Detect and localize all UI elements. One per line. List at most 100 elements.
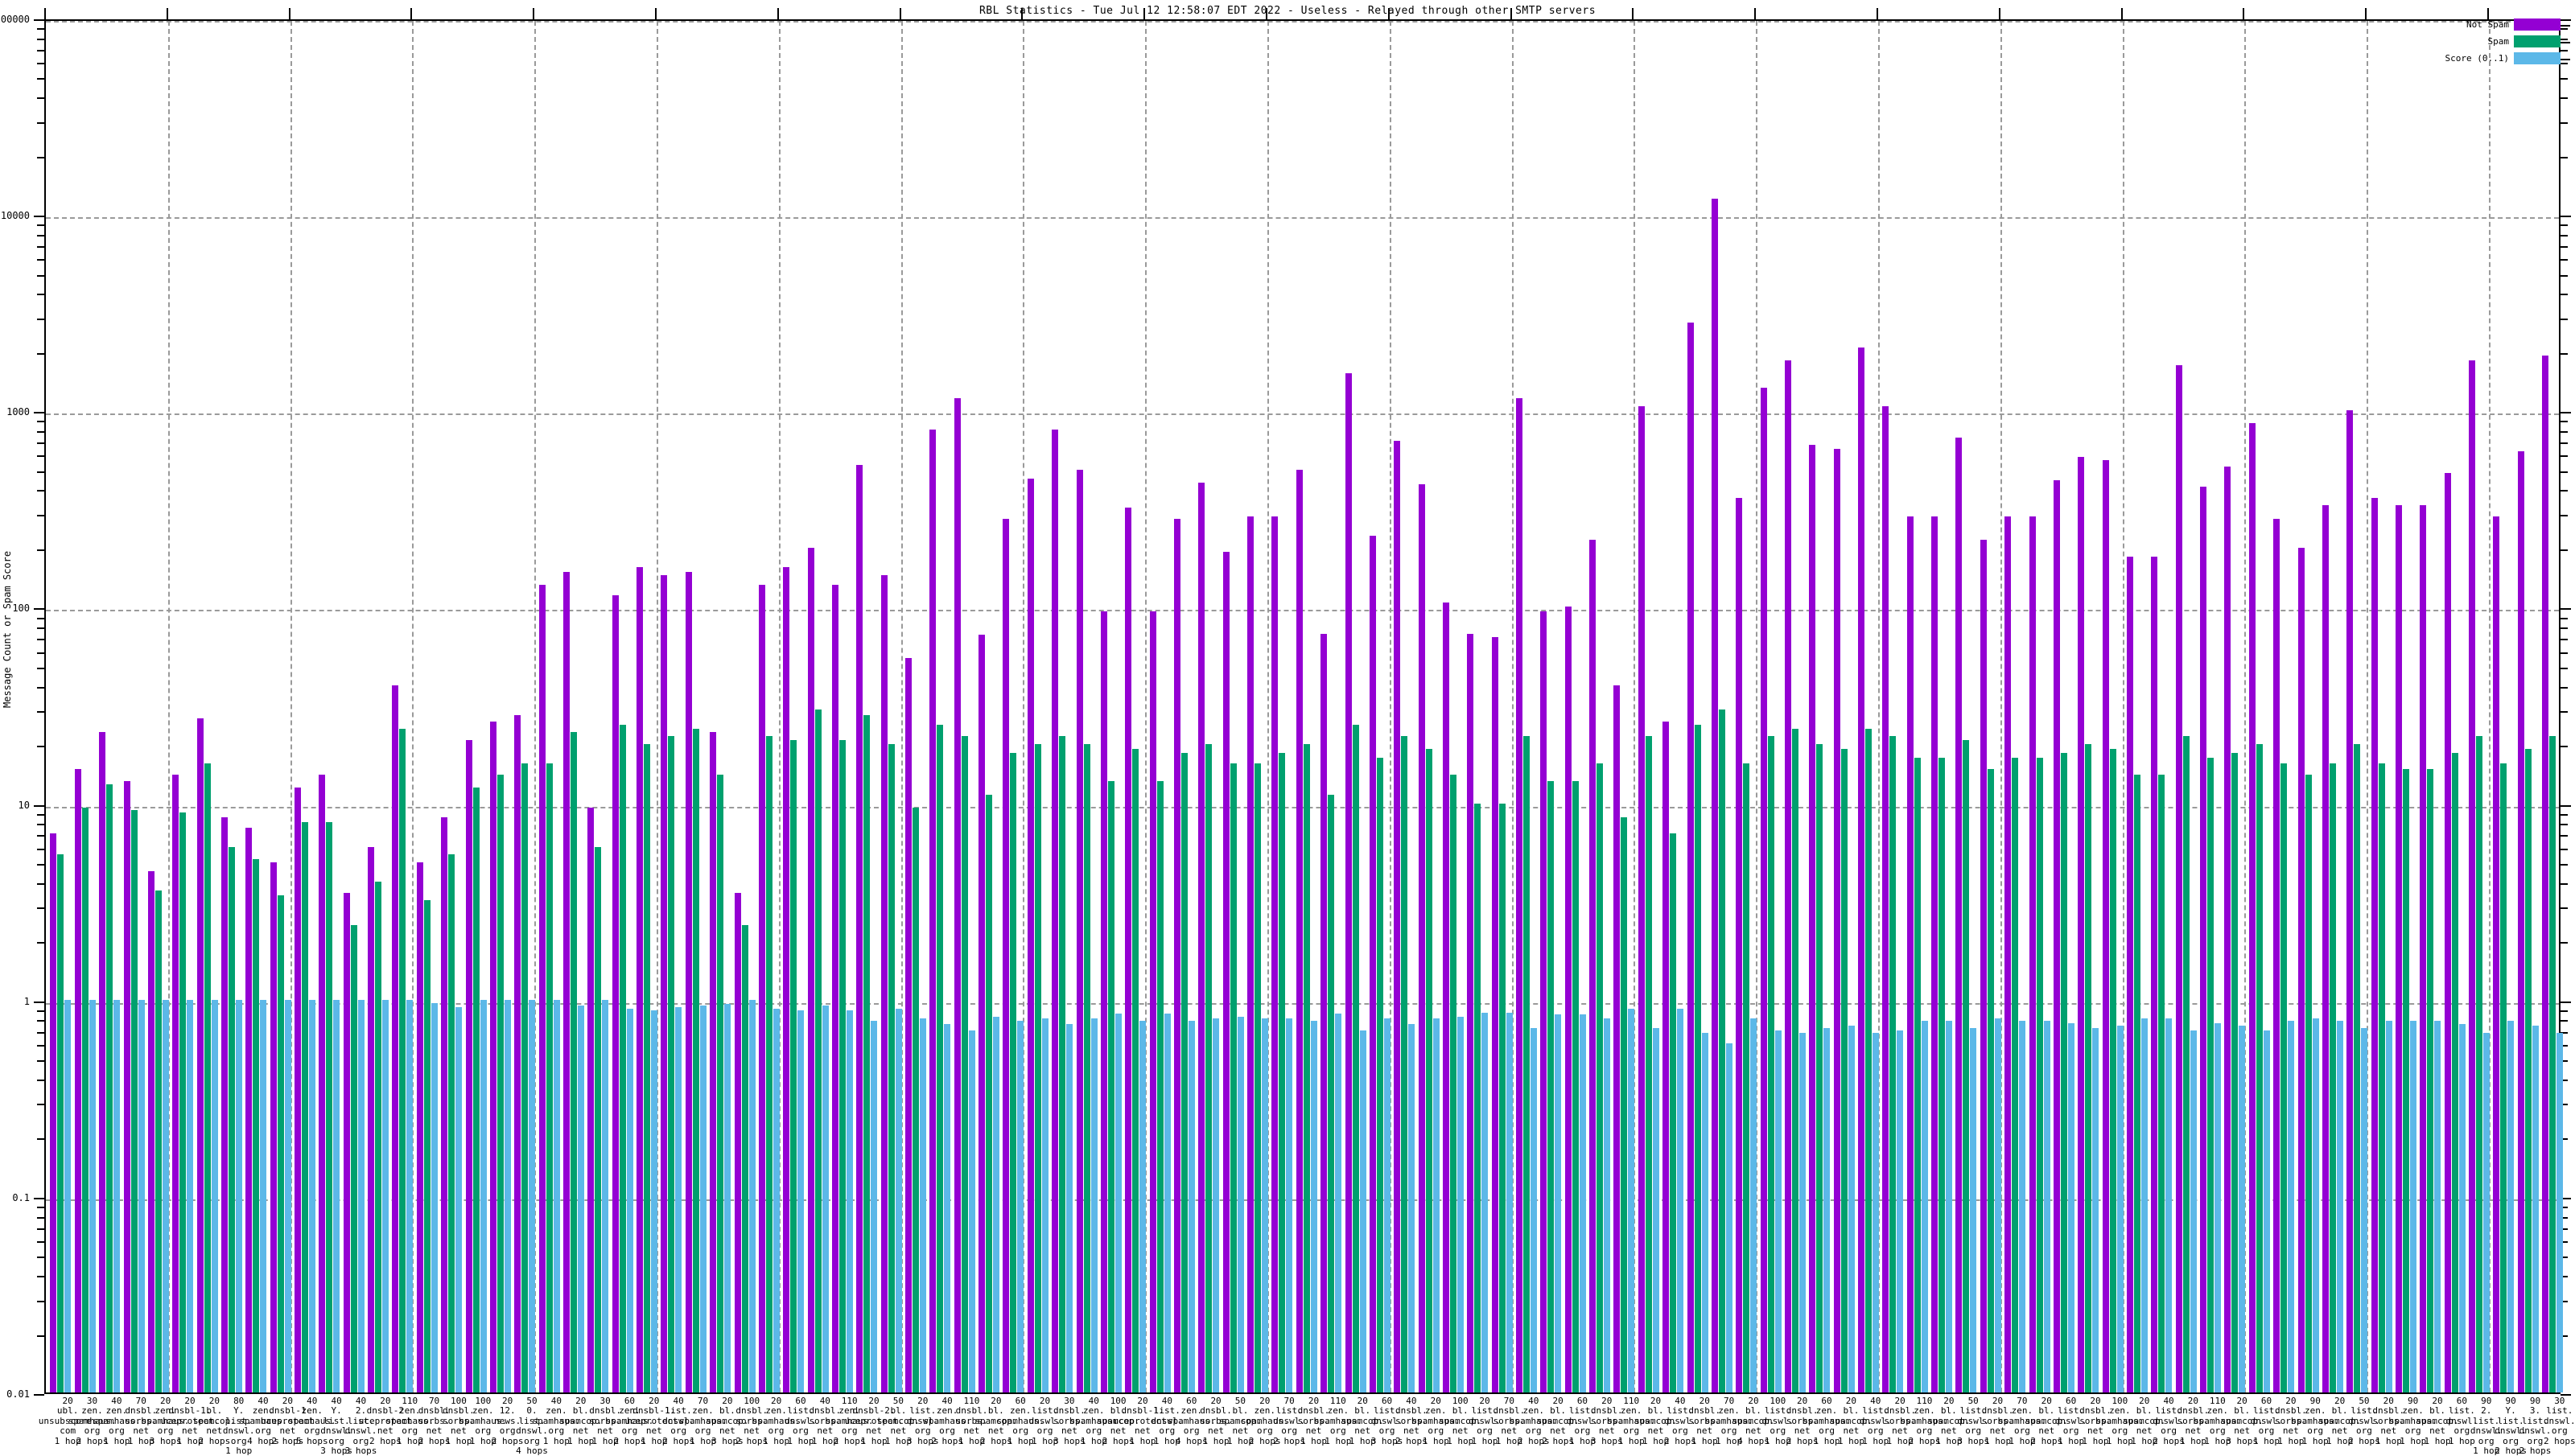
bar-group [1296, 21, 1317, 1392]
bar-score [1017, 1021, 1024, 1392]
bar-group [368, 21, 389, 1392]
bar-group [416, 21, 438, 1392]
legend-item-score-0-1[interactable]: Score (0..1) [2359, 50, 2570, 67]
x-tick-label: 40 zen. spamhaus. org 2 hops [923, 1396, 971, 1446]
y-tick-major [34, 1001, 44, 1003]
x-tick-top [899, 8, 901, 19]
bar-nospam [172, 774, 179, 1392]
legend-tick-line [2561, 41, 2570, 43]
bar-score [675, 1006, 682, 1392]
x-tick-top [1143, 8, 1146, 19]
vertical-gridline [2488, 21, 2491, 1392]
x-tick-label: 20 ubl. unsubscore. com 1 hop [38, 1396, 97, 1446]
bar-spam [1596, 763, 1604, 1392]
bar-nospam [2053, 480, 2060, 1392]
bar-nospam [2029, 516, 2036, 1392]
bar-nospam [2493, 516, 2500, 1392]
bar-spam [1083, 744, 1090, 1392]
bar-group [1320, 21, 1342, 1392]
y-tick-minor-right [2561, 490, 2568, 492]
bar-nospam [758, 584, 765, 1392]
x-tick-label: 40 zen. spamhaus. org 5 hops [287, 1396, 336, 1446]
bar-nospam [2542, 356, 2549, 1392]
bar-group [1736, 21, 1757, 1392]
x-tick-label: 20 bl. spamcop. net 1 hop [2123, 1396, 2166, 1446]
x-tick-label: 40 list. dnswl. org 1 hop [1151, 1396, 1184, 1446]
bar-score [920, 1018, 927, 1392]
bar-score [846, 1010, 853, 1392]
bar-score [1262, 1018, 1269, 1392]
bar-nospam [1784, 360, 1791, 1392]
bar-spam [2500, 763, 2507, 1392]
y-tick-label: 0.1 [12, 1191, 30, 1203]
x-tick-label: 20 zen. spamhaus. org 1 hop [752, 1396, 801, 1446]
bar-score [2140, 1018, 2148, 1392]
bar-score [1114, 1013, 1122, 1392]
y-tick-label: 0.01 [6, 1388, 30, 1400]
bar-group [2004, 21, 2026, 1392]
bar-spam [154, 890, 162, 1392]
bar-nospam [807, 547, 814, 1392]
bar-group [1125, 21, 1147, 1392]
x-tick-label: 20 list. dnswl. org 3 hops [906, 1396, 939, 1446]
y-tick-minor-right [2561, 942, 2568, 944]
bar-score [2409, 1021, 2416, 1392]
bar-group [1955, 21, 1977, 1392]
x-tick-label: 60 list. dnswl. org 1 hop [2445, 1396, 2478, 1446]
legend: Not Spam Spam Score (0..1) [2359, 16, 2570, 67]
bar-spam [1205, 744, 1213, 1392]
x-tick-label: 20 dnsbl-2. uceprotect. net 1 hop [844, 1396, 904, 1446]
y-tick-minor [37, 1138, 44, 1141]
x-tick-label: 40 zen. spamhaus. org 1 hop [93, 1396, 141, 1446]
legend-item-not-spam[interactable]: Not Spam [2359, 16, 2570, 33]
bar-group [99, 21, 121, 1392]
bar-spam [448, 853, 455, 1392]
bar-group [2346, 21, 2368, 1392]
bar-nospam [880, 575, 888, 1392]
bar-spam [350, 924, 357, 1392]
bar-score [748, 999, 756, 1392]
bar-group [734, 21, 756, 1392]
y-tick-minor-right [2561, 224, 2568, 227]
y-tick-minor [37, 352, 44, 355]
bar-nospam [441, 816, 448, 1392]
bar-nospam [1076, 469, 1083, 1392]
bar-group [538, 21, 560, 1392]
y-tick-minor-right [2561, 907, 2568, 910]
legend-item-spam[interactable]: Spam [2359, 33, 2570, 50]
bar-score [871, 1021, 878, 1392]
bar-group [2175, 21, 2197, 1392]
bar-group [1760, 21, 1782, 1392]
x-tick-label: 70 zen. spamhaus. org 1 hop [678, 1396, 727, 1446]
y-tick-major [34, 412, 44, 414]
bar-nospam [1638, 406, 1645, 1392]
bar-group [74, 21, 96, 1392]
y-tick-minor-right [2561, 78, 2568, 80]
bar-group [147, 21, 169, 1392]
bar-nospam [1906, 516, 1914, 1392]
bar-nospam [831, 584, 838, 1392]
x-tick-label: 40 list. dnswl. org 2 hops [1664, 1396, 1696, 1446]
bar-nospam [1052, 429, 1059, 1392]
bar-score [1481, 1012, 1489, 1392]
x-tick-label: 20 bl. spamcop. net 1 hop [559, 1396, 603, 1446]
y-tick-minor [37, 639, 44, 641]
bar-spam [888, 744, 895, 1392]
bar-spam [546, 763, 553, 1392]
bar-group [1858, 21, 1880, 1392]
bar-score [1970, 1027, 1977, 1392]
x-tick-label: 70 dnsbl. sorbs. net 1 hop [125, 1396, 158, 1446]
bar-nospam [1833, 448, 1840, 1392]
y-tick-minor [37, 49, 44, 51]
y-tick-minor [37, 1104, 44, 1106]
bar-spam [644, 744, 651, 1392]
y-tick-major-right [2561, 412, 2571, 414]
bar-score [1701, 1032, 1708, 1392]
bar-score [1041, 1018, 1049, 1392]
bar-group [1076, 21, 1098, 1392]
bar-spam [1865, 728, 1873, 1392]
bar-score [2116, 1025, 2124, 1392]
y-tick-minor-right [2561, 1276, 2568, 1277]
vertical-gridline [1634, 21, 1636, 1392]
bar-nospam [1173, 519, 1180, 1392]
